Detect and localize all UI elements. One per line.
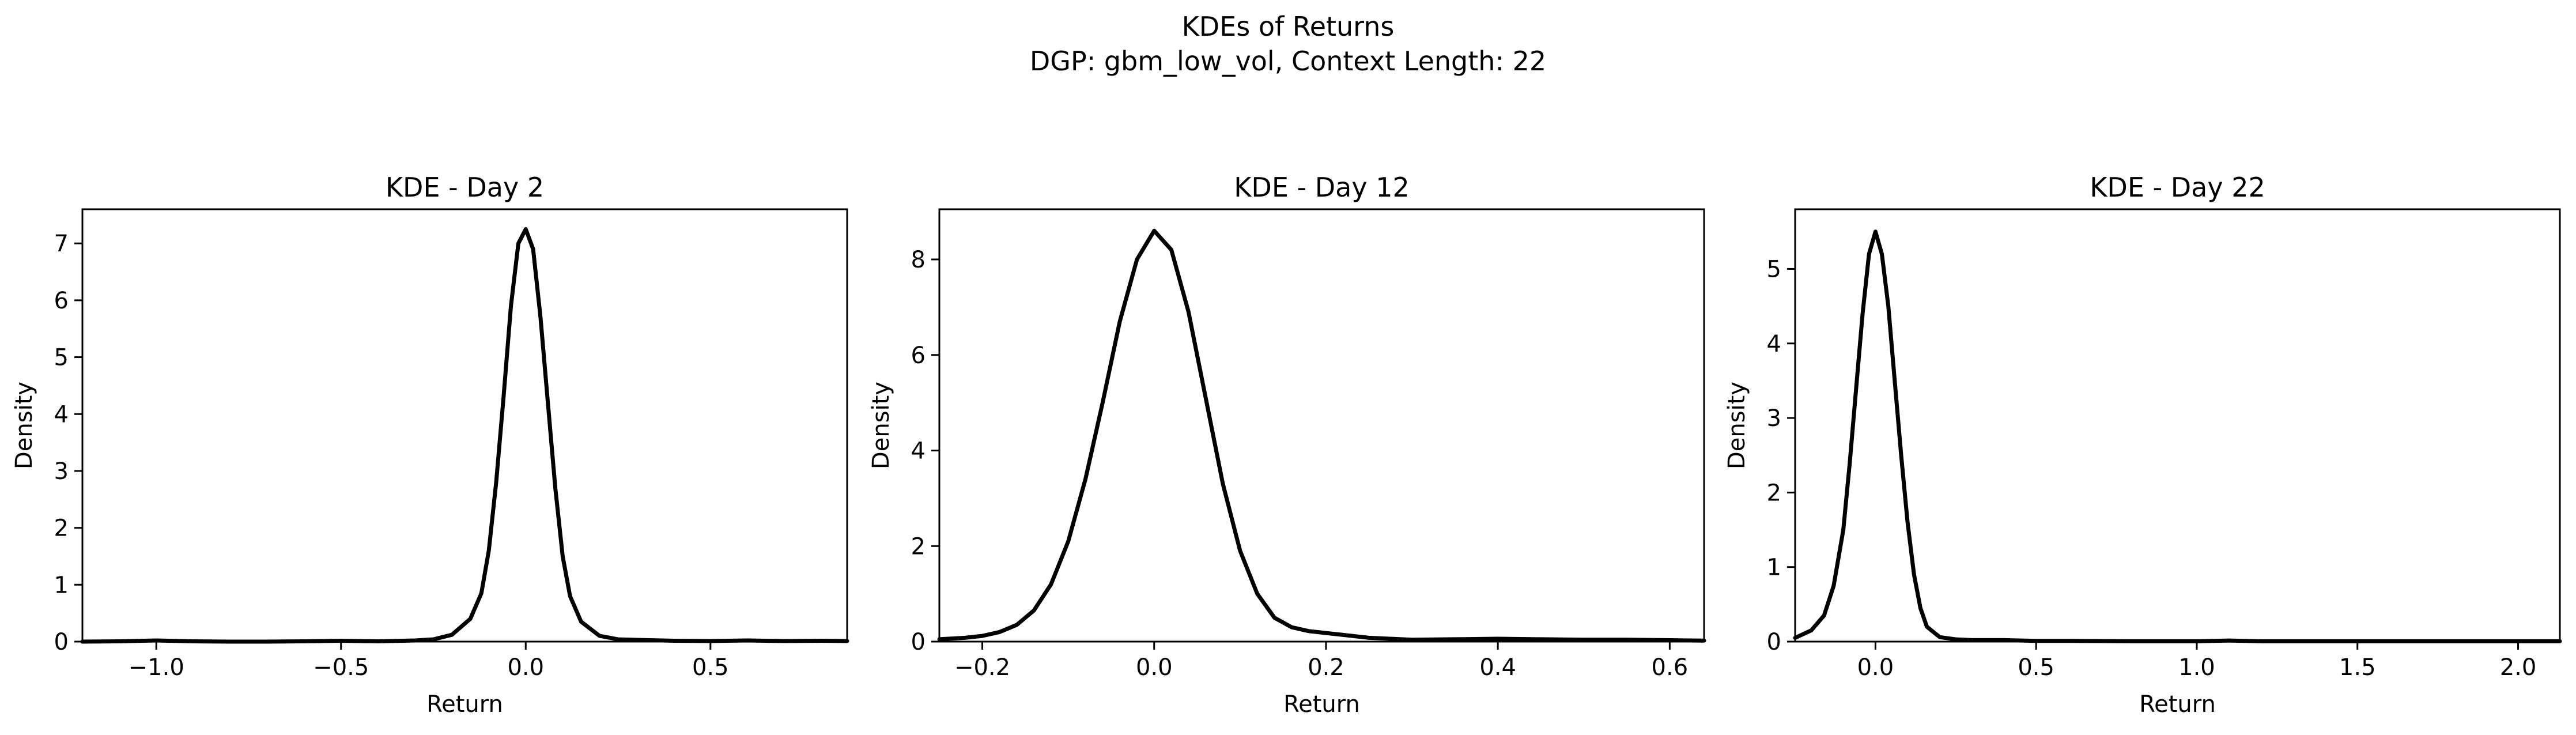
panel-title: KDE - Day 12: [1234, 172, 1409, 203]
y-tick-label: 4: [54, 401, 69, 428]
y-tick-label: 4: [911, 438, 926, 465]
y-tick-label: 0: [911, 629, 926, 655]
y-tick-label: 6: [911, 342, 926, 369]
kde-curve: [937, 228, 1706, 643]
x-tick-label: 0.0: [1136, 654, 1173, 681]
x-tick-label: 0.0: [1857, 654, 1894, 681]
y-tick-label: 7: [54, 231, 69, 257]
kde-panel-3: KDE - Day 22 0.0 0.5 1.0 1.5 2.0 0 1 2 3 4 5 Return D…: [1724, 172, 2562, 718]
y-tick-label: 4: [1767, 331, 1781, 357]
figure-suptitle-line1: KDEs of Returns: [1182, 11, 1395, 42]
axes-frame: [81, 208, 848, 643]
x-tick-label: 1.0: [2178, 654, 2215, 681]
y-tick-label: 1: [1767, 555, 1781, 581]
y-tick-label: 3: [54, 458, 69, 485]
y-tick-label: 6: [54, 288, 69, 314]
x-tick-label: 0.6: [1652, 654, 1689, 681]
panel-title: KDE - Day 2: [386, 172, 544, 203]
y-tick-label: 0: [54, 629, 69, 655]
panels: KDE - Day 2 −1.0 −0.5 0.0 0.5 0 1 2 3 4 5 6 7 Return D…: [11, 172, 2562, 718]
kde-panel-2: KDE - Day 12 −0.2 0.0 0.2 0.4 0.6 0 2 4 6 8 Return D…: [868, 172, 1706, 718]
x-tick-label: −1.0: [129, 654, 184, 681]
y-axis-label: Density: [1724, 382, 1750, 469]
y-tick-label: 3: [1767, 405, 1781, 432]
kde-curve: [1793, 229, 2562, 643]
x-tick-label: −0.2: [954, 654, 1010, 681]
x-axis-label: Return: [2139, 691, 2216, 718]
y-tick-label: 1: [54, 572, 69, 598]
figure-suptitle-line2: DGP: gbm_low_vol, Context Length: 22: [1030, 46, 1546, 77]
x-tick-label: 0.2: [1308, 654, 1344, 681]
y-tick-label: 5: [1767, 256, 1781, 282]
axes-frame: [1794, 208, 2561, 643]
y-axis-label: Density: [11, 382, 37, 469]
kde-panel-1: KDE - Day 2 −1.0 −0.5 0.0 0.5 0 1 2 3 4 5 6 7 Return D…: [11, 172, 849, 718]
y-tick-label: 0: [1767, 629, 1781, 655]
y-tick-label: 2: [1767, 480, 1781, 506]
x-tick-label: 0.4: [1479, 654, 1516, 681]
x-tick-label: 2.0: [2500, 654, 2537, 681]
y-tick-label: 8: [911, 247, 926, 273]
x-axis-label: Return: [426, 691, 503, 718]
axes-frame: [938, 208, 1705, 643]
x-tick-label: 0.5: [2018, 654, 2054, 681]
x-tick-label: 0.0: [507, 654, 544, 681]
panel-title: KDE - Day 22: [2090, 172, 2265, 203]
y-tick-label: 2: [911, 533, 926, 560]
y-axis-label: Density: [868, 382, 894, 469]
kde-curve: [80, 227, 849, 644]
x-axis-label: Return: [1283, 691, 1360, 718]
y-tick-label: 2: [54, 515, 69, 542]
x-tick-label: −0.5: [313, 654, 369, 681]
y-tick-label: 5: [54, 345, 69, 371]
x-tick-label: 1.5: [2339, 654, 2376, 681]
x-tick-label: 0.5: [692, 654, 729, 681]
